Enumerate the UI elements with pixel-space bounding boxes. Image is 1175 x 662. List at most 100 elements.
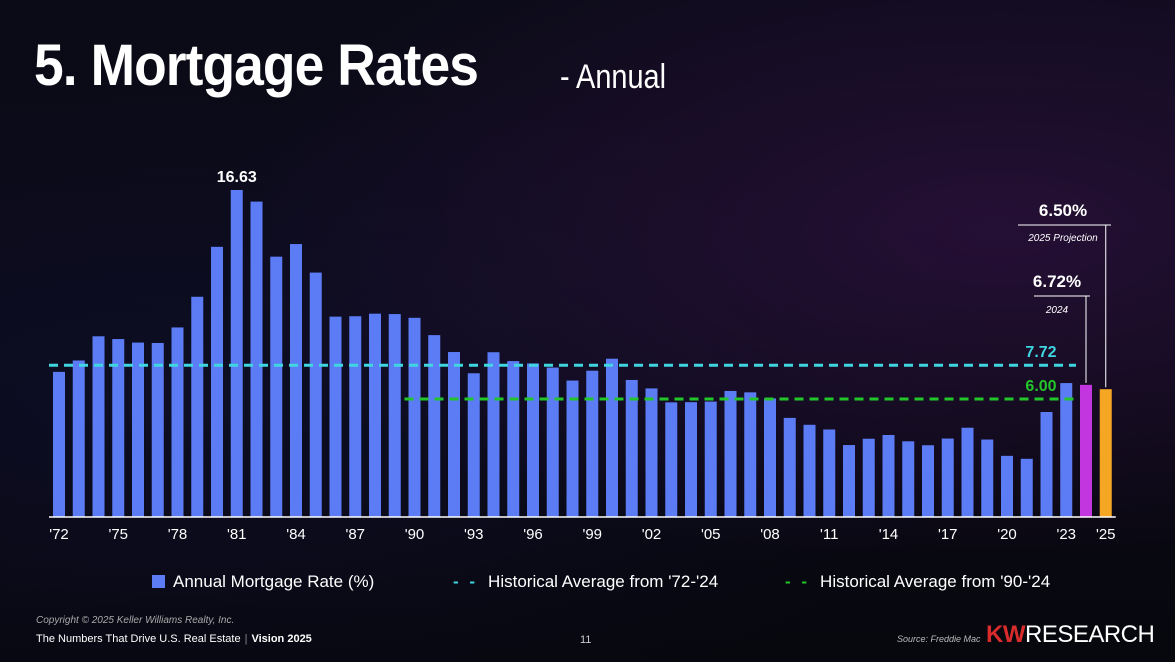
bar-2011	[823, 429, 836, 517]
tick-label-2014: '14	[879, 526, 899, 543]
bar-1995	[507, 361, 520, 517]
tick-label-2008: '08	[760, 526, 780, 543]
bar-2001	[625, 379, 638, 517]
bar-2006	[724, 390, 737, 517]
bar-1996	[527, 363, 539, 517]
bar-1980	[211, 246, 223, 517]
tick-label-2011: '11	[820, 526, 838, 543]
bar-1990	[408, 317, 421, 517]
bar-1975	[112, 339, 125, 517]
bar-2021	[1020, 458, 1033, 517]
tick-label-1975: '75	[108, 526, 128, 543]
bars-group	[53, 190, 1112, 517]
legend-label-avg-90: Historical Average from '90-'24	[820, 572, 1051, 591]
tick-label-2023: '23	[1056, 526, 1076, 543]
bar-2010	[803, 424, 816, 517]
callout-2024-sublabel: 2024	[1045, 305, 1069, 316]
bar-1988	[369, 313, 381, 517]
bar-1984	[290, 244, 302, 517]
bar-1999	[586, 370, 599, 517]
avg-label-72-24: 7.72	[1025, 344, 1056, 361]
tick-label-1981: '81	[227, 526, 247, 543]
avg-label-90-24: 6.00	[1025, 378, 1056, 395]
bar-1981	[230, 190, 243, 517]
bar-1998	[566, 380, 579, 517]
bar-2017	[941, 438, 954, 517]
tick-label-1978: '78	[168, 526, 188, 543]
source-note: Source: Freddie Mac	[897, 634, 981, 644]
bar-2018	[961, 427, 974, 517]
bar-1979	[191, 296, 204, 517]
bar-1994	[487, 352, 500, 517]
bar-2015	[902, 441, 915, 517]
tick-label-2025: '25	[1096, 526, 1116, 543]
page-number: 11	[580, 634, 592, 646]
page-title: 5. Mortgage Rates	[34, 32, 517, 99]
bar-1987	[349, 316, 362, 517]
bar-1977	[151, 342, 164, 517]
bar-2005	[704, 401, 717, 517]
title-subtitle: - Annual	[560, 58, 667, 96]
tick-label-1984: '84	[286, 526, 306, 543]
tick-label-1972: '72	[49, 526, 69, 543]
tick-labels-group: '72 '75 '78 '81 '84 '87 '90 '93 '96 '99 '02 '05 '08 '…	[49, 526, 1115, 543]
bar-1992	[448, 352, 460, 517]
bar-1997	[546, 367, 559, 517]
footer-copyright: Copyright © 2025 Keller Williams Realty,…	[36, 615, 235, 626]
tick-label-1999: '99	[582, 526, 602, 543]
legend-item-avg-all: - - Historical Average from '72-'24	[453, 572, 718, 594]
bar-2007	[744, 392, 757, 517]
average-lines-group	[49, 363, 1076, 401]
legend-swatch-bar	[152, 575, 165, 588]
kw-research-logo: KWRESEARCH	[986, 621, 1155, 649]
bar-2002	[645, 388, 658, 517]
brand-research: RESEARCH	[1024, 621, 1155, 648]
tick-label-2002: '02	[642, 526, 662, 543]
bar-2022	[1040, 411, 1053, 517]
legend-dash-avg-all: - -	[453, 572, 479, 591]
bar-2023	[1060, 383, 1073, 517]
bar-2009	[783, 417, 796, 517]
bar-1973	[72, 360, 85, 517]
callout-2024-value: 6.72%	[1033, 272, 1081, 291]
bar-2019	[981, 439, 994, 517]
title-main: 5. Mortgage Rates	[34, 33, 479, 98]
legend-item-avg-90: - - Historical Average from '90-'24	[785, 572, 1050, 594]
bar-1986	[329, 316, 342, 517]
bar-2025	[1099, 389, 1112, 517]
bar-1993	[467, 373, 480, 517]
bar-1985	[309, 272, 322, 517]
legend-label-bars: Annual Mortgage Rate (%)	[173, 572, 375, 591]
bar-2014	[882, 435, 895, 517]
legend-label-avg-all: Historical Average from '72-'24	[488, 572, 719, 591]
footer-tagline: The Numbers That Drive U.S. Real Estate |…	[36, 633, 312, 645]
data-label-peak: 16.63	[217, 169, 257, 186]
tick-label-2017: '17	[938, 526, 958, 543]
bar-2004	[685, 402, 697, 517]
brand-kw: KW	[986, 621, 1025, 648]
bar-1978	[171, 327, 184, 517]
legend-item-bars: Annual Mortgage Rate (%)	[152, 572, 374, 594]
callout-2024-leader	[1085, 295, 1090, 383]
tick-label-1990: '90	[405, 526, 425, 543]
tick-label-2020: '20	[997, 526, 1017, 543]
tick-label-1993: '93	[464, 526, 484, 543]
footer-edition: Vision 2025	[251, 633, 312, 645]
bar-1991	[428, 335, 441, 517]
bar-1972	[53, 371, 65, 517]
bar-2012	[843, 445, 855, 517]
annotations-group: 16.63 7.72 6.00 6.72% 2024 6.50% 2025 Projecti…	[217, 169, 1111, 395]
footer-separator: |	[244, 633, 248, 645]
legend-dash-avg-90: - -	[785, 572, 811, 591]
tick-label-1996: '96	[523, 526, 543, 543]
bar-2008	[764, 398, 776, 517]
callout-2025-leader	[1105, 224, 1111, 388]
bar-2013	[862, 438, 875, 517]
callout-2025-value: 6.50%	[1039, 201, 1087, 220]
bar-1989	[388, 314, 401, 517]
bar-1976	[132, 342, 144, 517]
bar-2024	[1080, 384, 1092, 517]
bar-1974	[92, 336, 105, 517]
tick-label-1987: '87	[345, 526, 365, 543]
